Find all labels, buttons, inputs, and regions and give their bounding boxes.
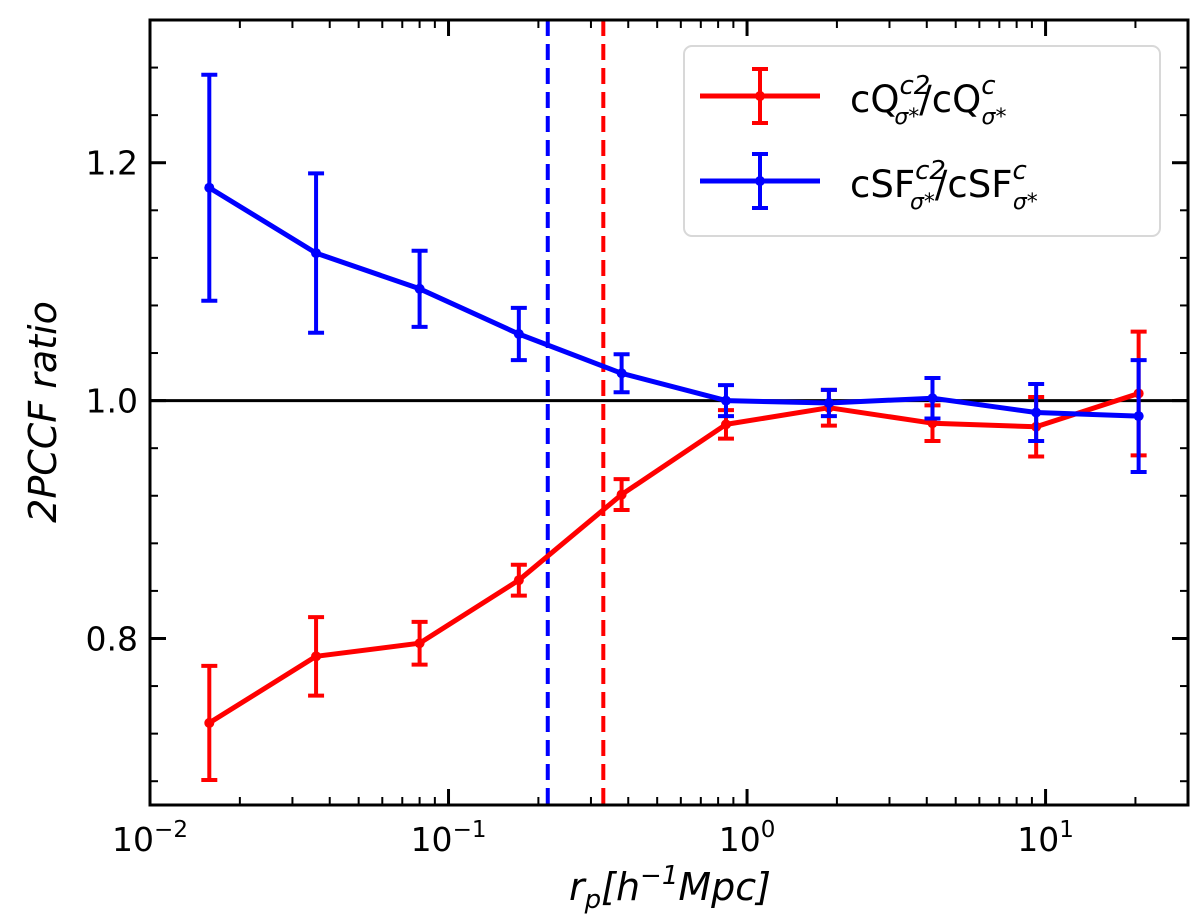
data-point	[616, 489, 627, 500]
data-point	[414, 638, 425, 649]
legend-label-blue: cSFc2 σ*/cSFc σ*	[850, 156, 1038, 215]
series-line-0	[207, 391, 1140, 726]
legend-blue-marker	[755, 176, 765, 186]
data-point	[204, 717, 215, 728]
data-point	[204, 182, 215, 193]
x-tick-label: 101	[1017, 817, 1074, 859]
data-point	[823, 397, 834, 408]
plot-area	[150, 20, 1188, 805]
data-point	[616, 368, 627, 379]
x-axis-label: rp[h−1Mpc]	[569, 861, 771, 915]
y-axis-label: 2PCCF ratio	[21, 301, 65, 523]
x-tick-label: 100	[719, 817, 776, 859]
data-point	[513, 329, 524, 339]
data-point	[513, 575, 524, 586]
legend-entry-red: cQc2 σ*/cQc σ*	[700, 67, 1006, 130]
data-point	[311, 248, 322, 259]
data-point	[414, 283, 425, 294]
series-1	[201, 72, 1147, 474]
legend-label-red: cQc2 σ*/cQc σ*	[850, 71, 1006, 130]
x-tick-label: 10−2	[112, 817, 188, 859]
data-point	[311, 651, 322, 662]
data-point	[1133, 411, 1144, 422]
legend-entry-blue: cSFc2 σ*/cSFc σ*	[700, 152, 1038, 215]
y-tick-label: 1.2	[86, 144, 138, 183]
legend: cQc2 σ*/cQc σ* cSFc2 σ*/cSFc σ*	[683, 45, 1161, 237]
y-tick-label: 1.0	[86, 382, 138, 421]
axes-frame	[148, 18, 1190, 807]
data-point	[927, 418, 938, 429]
y-tick-label: 0.8	[86, 619, 138, 658]
data-point	[927, 393, 938, 404]
x-tick-label: 10−1	[411, 817, 487, 859]
data-point	[1031, 407, 1042, 418]
series-line-1	[207, 185, 1139, 419]
legend-red-marker	[755, 91, 765, 101]
data-point	[720, 395, 731, 406]
data-point	[720, 419, 731, 430]
